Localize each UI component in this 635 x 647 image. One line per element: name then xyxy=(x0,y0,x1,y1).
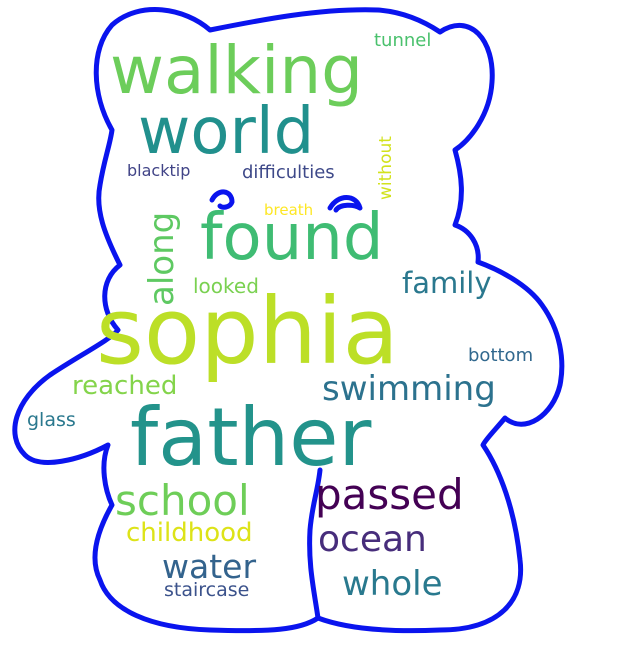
word-glass: glass xyxy=(27,409,76,431)
word-blacktip: blacktip xyxy=(127,161,191,180)
word-world: world xyxy=(138,95,315,169)
word-ocean: ocean xyxy=(318,519,427,560)
word-along: along xyxy=(142,211,182,306)
word-looked: looked xyxy=(193,274,259,298)
word-swimming: swimming xyxy=(322,369,496,409)
word-breath: breath xyxy=(264,201,314,219)
word-found: found xyxy=(200,201,384,275)
word-without: without xyxy=(376,136,396,200)
word-difficulties: difficulties xyxy=(242,162,335,183)
word-whole: whole xyxy=(342,564,443,604)
word-tunnel: tunnel xyxy=(374,30,432,51)
bear-outline-path xyxy=(12,7,565,634)
word-reached: reached xyxy=(72,371,178,401)
word-passed: passed xyxy=(315,470,464,519)
word-sophia: sophia xyxy=(96,278,399,385)
word-walking: walking xyxy=(110,32,364,109)
word-bottom: bottom xyxy=(468,345,534,366)
word-staircase: staircase xyxy=(164,579,250,601)
word-childhood: childhood xyxy=(126,518,253,548)
word-water: water xyxy=(162,547,257,586)
word-family: family xyxy=(402,266,492,300)
word-school: school xyxy=(115,476,250,525)
word-father: father xyxy=(130,391,372,484)
